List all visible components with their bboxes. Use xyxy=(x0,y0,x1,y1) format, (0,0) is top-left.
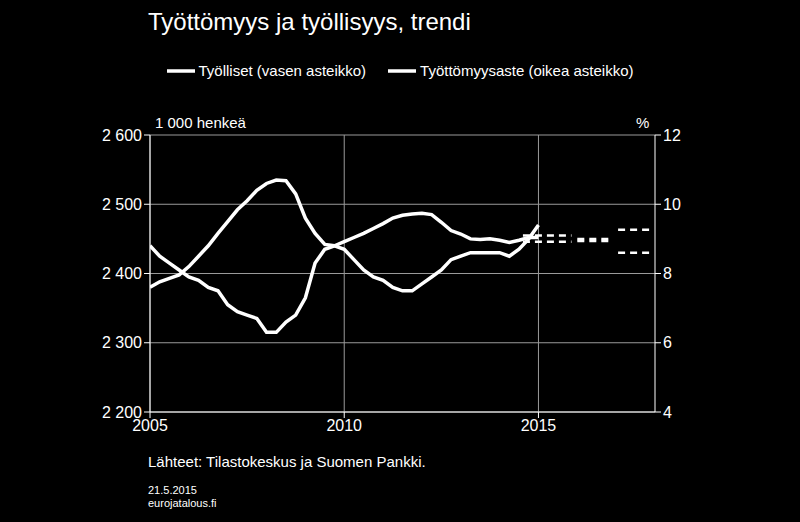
svg-text:4: 4 xyxy=(663,404,672,421)
html-text:Työlliset (vasen asteikko): Työlliset (vasen asteikko) xyxy=(198,62,367,79)
html-text:Työttömyys ja työllisyys, tren: Työttömyys ja työllisyys, trendi xyxy=(148,8,471,35)
svg-text:2010: 2010 xyxy=(326,417,362,434)
svg-text:2 300: 2 300 xyxy=(102,334,142,351)
svg-text:2 400: 2 400 xyxy=(102,265,142,282)
html-text:eurojatalous.fi: eurojatalous.fi xyxy=(148,497,217,509)
svg-text:2 600: 2 600 xyxy=(102,127,142,144)
html-text:Työttömyysaste (oikea asteikko: Työttömyysaste (oikea asteikko) xyxy=(420,62,634,79)
svg-text:8: 8 xyxy=(663,265,672,282)
svg-text:6: 6 xyxy=(663,334,672,351)
html-text:1 000 henkeä: 1 000 henkeä xyxy=(155,114,246,131)
svg-text:2005: 2005 xyxy=(132,417,168,435)
html-text:Lähteet: Tilastokeskus ja Suom: Lähteet: Tilastokeskus ja Suomen Pankki. xyxy=(148,453,426,470)
svg-text:2015: 2015 xyxy=(521,417,557,434)
svg-text:10: 10 xyxy=(663,196,681,213)
html-text:21.5.2015: 21.5.2015 xyxy=(148,484,197,496)
svg-text:12: 12 xyxy=(663,127,681,144)
svg-text:2 200: 2 200 xyxy=(102,404,142,421)
svg-text:2 500: 2 500 xyxy=(102,196,142,213)
